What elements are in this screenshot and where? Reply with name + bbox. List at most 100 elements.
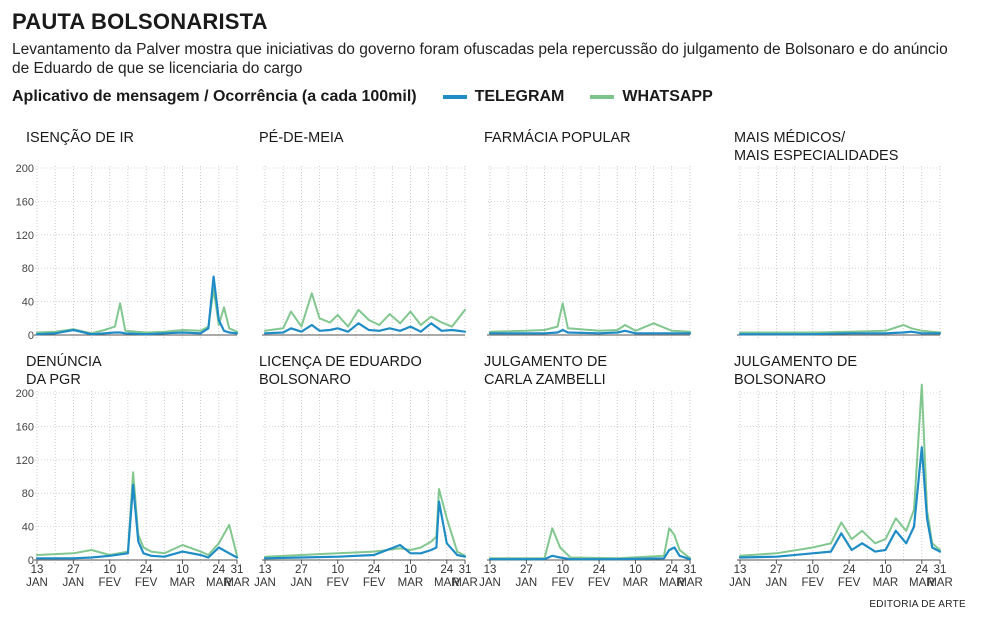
legend-item-telegram: TELEGRAM [442, 88, 565, 106]
panel-3: FARMÁCIA POPULAR [484, 129, 692, 338]
x-tick-label: 13 [734, 564, 747, 576]
x-tick-label: MAR [206, 577, 232, 589]
legend-caption: Aplicativo de mensagem / Ocorrência (a c… [12, 88, 417, 105]
y-tick-label: 200 [16, 388, 34, 400]
legend-label-whatsapp: WHATSAPP [622, 88, 713, 105]
series-line-telegram [35, 483, 239, 560]
x-tick-label: MAR [909, 577, 935, 589]
y-tick-label: 160 [16, 196, 34, 208]
series-line-telegram [488, 328, 692, 335]
y-tick-label: 80 [22, 488, 34, 500]
x-tick-label: 13 [259, 564, 272, 576]
panel-title: JULGAMENTO DE [734, 354, 857, 370]
x-tick-label: MAR [873, 577, 899, 589]
series-line-telegram [263, 500, 467, 560]
x-tick-label: JAN [26, 577, 48, 589]
panel-title: JULGAMENTO DE [484, 354, 607, 370]
series-line-telegram [738, 330, 942, 336]
series-line-whatsapp [36, 288, 238, 335]
series-line-whatsapp [264, 292, 466, 332]
x-tick-label: MAR [434, 577, 460, 589]
x-tick-label: 24 [140, 564, 153, 576]
x-tick-label: 10 [176, 564, 189, 576]
y-tick-label: 0 [28, 330, 34, 342]
panel-title: CARLA ZAMBELLI [484, 372, 606, 388]
legend-swatch-telegram [442, 95, 467, 99]
x-tick-label: FEV [838, 577, 861, 589]
x-tick-label: FEV [99, 577, 122, 589]
x-tick-label: 31 [934, 564, 947, 576]
y-tick-label: 200 [16, 163, 34, 175]
x-tick-label: MAR [398, 577, 424, 589]
x-tick-label: 10 [629, 564, 642, 576]
y-tick-label: 40 [22, 522, 34, 534]
x-tick-label: JAN [62, 577, 84, 589]
series-line-telegram [738, 446, 942, 559]
x-tick-label: MAR [224, 577, 250, 589]
panel-1: 0 40 80 120 160 200 ISENÇÃO DE IR [16, 129, 239, 342]
series-line-whatsapp [36, 471, 238, 557]
x-tick-label: 24 [368, 564, 381, 576]
x-tick-label: MAR [623, 577, 649, 589]
series-line-whatsapp [264, 488, 466, 558]
series-line-whatsapp [489, 527, 691, 560]
y-tick-label: 120 [16, 230, 34, 242]
x-tick-label: FEV [588, 577, 611, 589]
x-tick-label: 31 [231, 564, 244, 576]
x-tick-label: FEV [363, 577, 386, 589]
x-tick-label: JAN [765, 577, 787, 589]
panel-title: BOLSONARO [734, 372, 826, 388]
x-tick-label: JAN [515, 577, 537, 589]
panel-title: LICENÇA DE EDUARDO [259, 354, 422, 370]
x-tick-label: JAN [290, 577, 312, 589]
x-tick-label: 27 [520, 564, 533, 576]
series-line-telegram [488, 546, 692, 561]
x-tick-label: 10 [806, 564, 819, 576]
series-line-telegram [263, 322, 467, 335]
panel-title: DA PGR [26, 372, 81, 388]
panel-title: PÉ-DE-MEIA [259, 129, 344, 146]
y-tick-label: 40 [22, 297, 34, 309]
x-tick-label: 24 [915, 564, 928, 576]
legend-label-telegram: TELEGRAM [474, 88, 565, 105]
y-tick-label: 80 [22, 263, 34, 275]
x-tick-label: MAR [452, 577, 478, 589]
x-tick-label: FEV [552, 577, 575, 589]
panel-title: MAIS ESPECIALIDADES [734, 148, 898, 164]
panel-title: FARMÁCIA POPULAR [484, 129, 631, 146]
panel-4: MAIS MÉDICOS/MAIS ESPECIALIDADES [734, 129, 942, 338]
credit: EDITORIA DE ARTE [869, 599, 966, 610]
x-tick-label: MAR [677, 577, 703, 589]
x-tick-label: MAR [659, 577, 685, 589]
x-tick-label: JAN [729, 577, 751, 589]
x-tick-label: 27 [295, 564, 308, 576]
x-tick-label: 24 [440, 564, 453, 576]
panel-title: DENÚNCIA [26, 353, 102, 370]
panel-title: MAIS MÉDICOS/ [734, 129, 846, 146]
x-tick-label: JAN [254, 577, 276, 589]
x-tick-label: 10 [556, 564, 569, 576]
panel-8: JULGAMENTO DEBOLSONARO13JAN27JAN10FEV24F… [729, 354, 953, 589]
y-tick-label: 160 [16, 421, 34, 433]
series-line-telegram [35, 275, 239, 336]
legend-item-whatsapp: WHATSAPP [590, 88, 713, 106]
panel-2: PÉ-DE-MEIA [259, 129, 467, 338]
page-title: PAUTA BOLSONARISTA [12, 9, 268, 34]
legend: Aplicativo de mensagem / Ocorrência (a c… [12, 86, 713, 108]
y-tick-label: 0 [28, 555, 34, 567]
x-tick-label: JAN [479, 577, 501, 589]
x-tick-label: 27 [770, 564, 783, 576]
y-tick-label: 120 [16, 455, 34, 467]
x-tick-label: 24 [665, 564, 678, 576]
x-tick-label: 31 [459, 564, 472, 576]
x-tick-label: FEV [135, 577, 158, 589]
x-tick-label: 13 [484, 564, 497, 576]
panel-6: LICENÇA DE EDUARDOBOLSONARO13JAN27JAN10F… [254, 354, 478, 589]
x-tick-label: 10 [404, 564, 417, 576]
x-tick-label: 24 [593, 564, 606, 576]
x-tick-label: 27 [67, 564, 80, 576]
x-tick-label: MAR [170, 577, 196, 589]
